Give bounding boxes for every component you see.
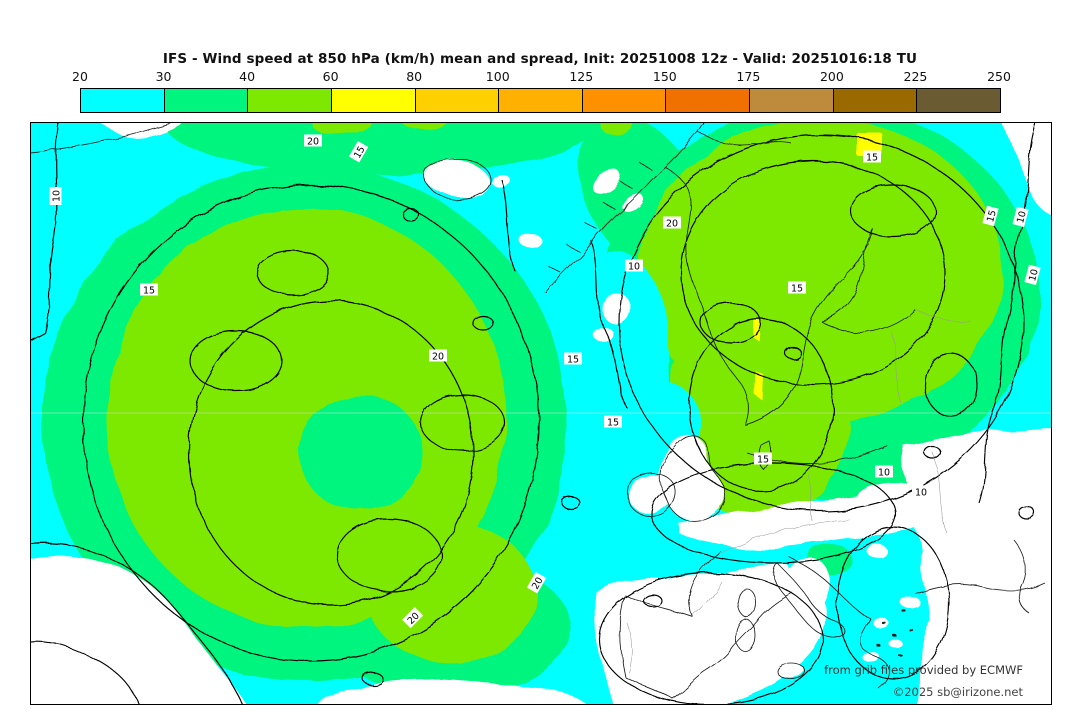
svg-text:15: 15: [567, 355, 579, 366]
map-title: IFS - Wind speed at 850 hPa (km/h) mean …: [162, 51, 918, 67]
colorbar-tick: 125: [569, 69, 594, 84]
svg-text:15: 15: [143, 286, 155, 297]
colorbar-tick: 20: [72, 69, 88, 84]
spread-contour-lines: [31, 123, 1037, 704]
colorbar-segment: [81, 89, 164, 112]
contour-label: 15: [564, 352, 582, 366]
svg-text:15: 15: [757, 455, 769, 466]
colorbar-tick: 80: [406, 69, 423, 84]
colorbar-tick: 150: [652, 69, 677, 84]
colorbar: [80, 88, 1001, 113]
wind-fill-regions: [31, 123, 1051, 704]
svg-text:15: 15: [607, 418, 619, 429]
colorbar-segment: [749, 89, 833, 112]
colorbar-segment: [414, 89, 499, 112]
contour-label: 15: [982, 205, 999, 227]
contour-label: 20: [663, 216, 681, 230]
colorbar-tick: 30: [155, 69, 172, 84]
colorbar-tick: 40: [239, 69, 256, 84]
svg-text:10: 10: [878, 468, 890, 479]
fills-40-60: [106, 123, 1050, 663]
contour-label: 20: [429, 349, 447, 363]
svg-text:10: 10: [915, 488, 927, 499]
svg-text:15: 15: [985, 209, 999, 224]
contour-label: 10: [1012, 206, 1029, 228]
colorbar-tick: 175: [736, 69, 761, 84]
contour-label: 15: [863, 150, 881, 164]
contour-label: 15: [348, 140, 369, 163]
svg-text:20: 20: [666, 219, 678, 230]
svg-text:10: 10: [52, 190, 63, 202]
fills-below-20: [31, 123, 1051, 704]
contour-label: 10: [1024, 264, 1041, 286]
colorbar-segment: [163, 89, 248, 112]
svg-text:10: 10: [628, 262, 640, 273]
contour-label: 15: [140, 283, 158, 297]
colorbar-tick: 225: [903, 69, 928, 84]
weather-map: 10 15 20 15 20 20 20 15 15 10 20 15 15 10 10 15 15 10 10 f…: [30, 122, 1052, 705]
contour-label: 10: [912, 485, 930, 499]
colorbar-tick: 200: [819, 69, 844, 84]
contour-label: 20: [526, 571, 547, 594]
colorbar-segment: [581, 89, 666, 112]
fills-pockets: [299, 253, 701, 511]
attribution-source: from grib files provided by ECMWF: [824, 663, 1023, 677]
coastlines: [31, 123, 1046, 700]
colorbar-tick: 250: [987, 69, 1011, 84]
svg-text:10: 10: [1027, 268, 1041, 283]
colorbar-segment: [665, 89, 750, 112]
colorbar-tick: 60: [322, 69, 339, 84]
contour-label: 10: [625, 259, 643, 273]
svg-text:10: 10: [1015, 210, 1029, 225]
contour-label: 20: [304, 134, 322, 148]
svg-text:20: 20: [307, 137, 319, 148]
svg-text:15: 15: [352, 145, 368, 161]
contour-label: 10: [875, 465, 893, 479]
contour-label: 15: [604, 415, 622, 429]
colorbar-segment: [498, 89, 582, 112]
colorbar-tick: 100: [485, 69, 510, 84]
attribution-copyright: ©2025 sb@irizone.net: [892, 685, 1023, 699]
colorbar-segment: [832, 89, 917, 112]
contour-label: 15: [754, 452, 772, 466]
colorbar-segment: [330, 89, 415, 112]
svg-text:20: 20: [432, 352, 444, 363]
contour-label: 10: [49, 187, 63, 205]
svg-text:15: 15: [866, 153, 878, 164]
colorbar-tick-labels: 20 30 40 60 80 100 125 150 175 200 225 250: [72, 69, 1011, 85]
colorbar-segment: [247, 89, 331, 112]
svg-text:15: 15: [791, 284, 803, 295]
svg-text:20: 20: [530, 576, 546, 592]
contour-label: 15: [788, 281, 806, 295]
country-borders: [626, 308, 972, 674]
colorbar-segment: [916, 89, 1001, 112]
